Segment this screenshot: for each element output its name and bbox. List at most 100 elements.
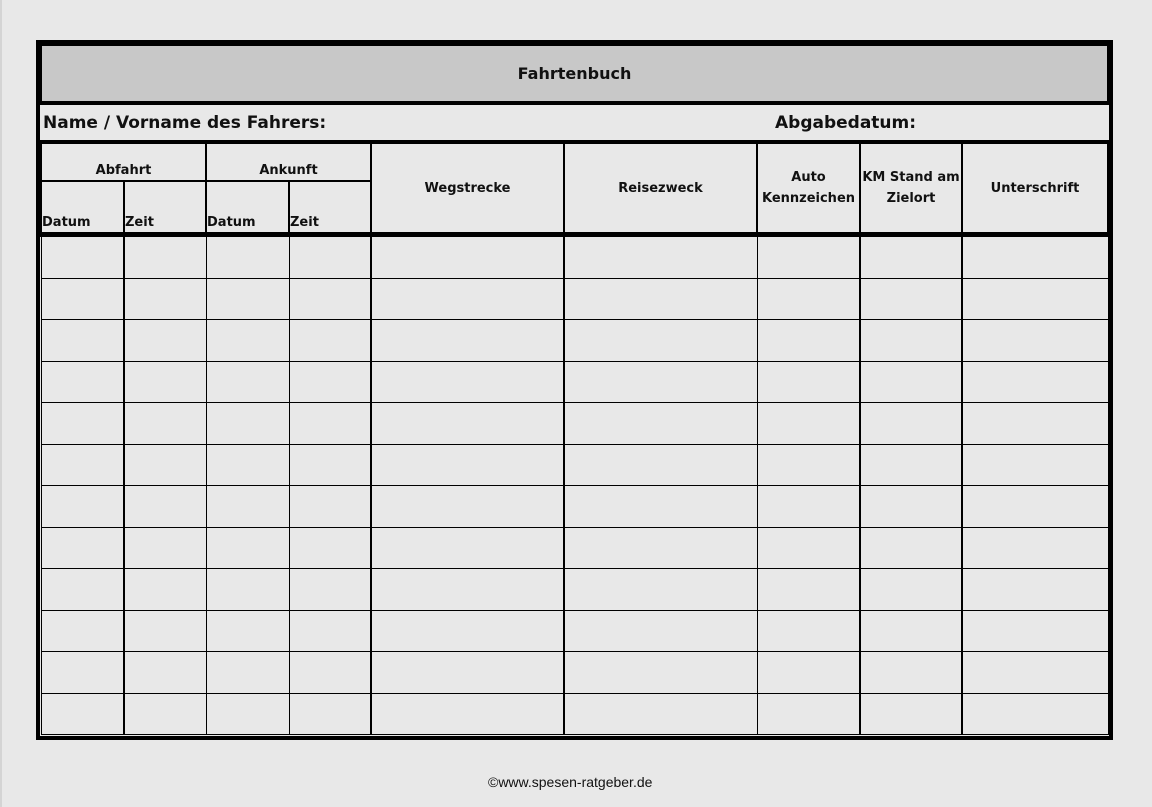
entry-cell[interactable] xyxy=(859,692,963,735)
entry-cell[interactable] xyxy=(961,360,1109,403)
entry-cell[interactable] xyxy=(123,234,207,279)
entry-cell[interactable] xyxy=(756,319,861,362)
entry-cell[interactable] xyxy=(756,692,861,735)
entry-cell[interactable] xyxy=(123,402,207,445)
entry-cell[interactable] xyxy=(205,609,290,652)
entry-cell[interactable] xyxy=(961,692,1109,735)
entry-cell[interactable] xyxy=(563,234,758,279)
entry-cell[interactable] xyxy=(123,485,207,528)
entry-cell[interactable] xyxy=(756,609,861,652)
entry-cell[interactable] xyxy=(205,485,290,528)
entry-cell[interactable] xyxy=(961,651,1109,694)
entry-cell[interactable] xyxy=(205,568,290,611)
entry-cell[interactable] xyxy=(123,609,207,652)
entry-cell[interactable] xyxy=(205,277,290,320)
entry-cell[interactable] xyxy=(859,319,963,362)
entry-cell[interactable] xyxy=(288,485,372,528)
entry-cell[interactable] xyxy=(40,234,125,279)
entry-cell[interactable] xyxy=(563,360,758,403)
entry-cell[interactable] xyxy=(859,651,963,694)
entry-cell[interactable] xyxy=(123,443,207,486)
entry-cell[interactable] xyxy=(563,692,758,735)
entry-cell[interactable] xyxy=(756,277,861,320)
entry-cell[interactable] xyxy=(123,568,207,611)
entry-cell[interactable] xyxy=(859,609,963,652)
entry-cell[interactable] xyxy=(370,234,565,279)
entry-cell[interactable] xyxy=(859,360,963,403)
entry-cell[interactable] xyxy=(288,234,372,279)
entry-cell[interactable] xyxy=(205,651,290,694)
entry-cell[interactable] xyxy=(563,568,758,611)
entry-cell[interactable] xyxy=(756,526,861,569)
entry-cell[interactable] xyxy=(961,277,1109,320)
entry-cell[interactable] xyxy=(205,360,290,403)
entry-cell[interactable] xyxy=(40,402,125,445)
entry-cell[interactable] xyxy=(859,277,963,320)
entry-cell[interactable] xyxy=(859,526,963,569)
entry-cell[interactable] xyxy=(756,234,861,279)
entry-cell[interactable] xyxy=(40,526,125,569)
entry-cell[interactable] xyxy=(961,443,1109,486)
entry-cell[interactable] xyxy=(370,526,565,569)
entry-cell[interactable] xyxy=(756,443,861,486)
entry-cell[interactable] xyxy=(288,319,372,362)
entry-cell[interactable] xyxy=(370,609,565,652)
entry-cell[interactable] xyxy=(859,485,963,528)
entry-cell[interactable] xyxy=(756,360,861,403)
entry-cell[interactable] xyxy=(40,277,125,320)
entry-cell[interactable] xyxy=(288,443,372,486)
entry-cell[interactable] xyxy=(123,277,207,320)
entry-cell[interactable] xyxy=(370,692,565,735)
entry-cell[interactable] xyxy=(961,568,1109,611)
entry-cell[interactable] xyxy=(288,526,372,569)
entry-cell[interactable] xyxy=(288,402,372,445)
entry-cell[interactable] xyxy=(40,692,125,735)
entry-cell[interactable] xyxy=(370,360,565,403)
entry-cell[interactable] xyxy=(563,485,758,528)
entry-cell[interactable] xyxy=(123,651,207,694)
entry-cell[interactable] xyxy=(859,234,963,279)
entry-cell[interactable] xyxy=(563,277,758,320)
entry-cell[interactable] xyxy=(205,526,290,569)
entry-cell[interactable] xyxy=(288,360,372,403)
entry-cell[interactable] xyxy=(961,485,1109,528)
entry-cell[interactable] xyxy=(370,402,565,445)
entry-cell[interactable] xyxy=(370,651,565,694)
entry-cell[interactable] xyxy=(40,319,125,362)
entry-cell[interactable] xyxy=(288,609,372,652)
entry-cell[interactable] xyxy=(370,277,565,320)
entry-cell[interactable] xyxy=(563,402,758,445)
entry-cell[interactable] xyxy=(563,443,758,486)
entry-cell[interactable] xyxy=(123,692,207,735)
entry-cell[interactable] xyxy=(756,485,861,528)
entry-cell[interactable] xyxy=(40,360,125,403)
entry-cell[interactable] xyxy=(563,319,758,362)
entry-cell[interactable] xyxy=(40,609,125,652)
entry-cell[interactable] xyxy=(40,485,125,528)
entry-cell[interactable] xyxy=(288,568,372,611)
entry-cell[interactable] xyxy=(123,319,207,362)
entry-cell[interactable] xyxy=(961,609,1109,652)
entry-cell[interactable] xyxy=(961,526,1109,569)
entry-cell[interactable] xyxy=(563,651,758,694)
entry-cell[interactable] xyxy=(961,319,1109,362)
entry-cell[interactable] xyxy=(859,443,963,486)
entry-cell[interactable] xyxy=(205,319,290,362)
entry-cell[interactable] xyxy=(205,402,290,445)
entry-cell[interactable] xyxy=(859,402,963,445)
entry-cell[interactable] xyxy=(123,526,207,569)
entry-cell[interactable] xyxy=(370,485,565,528)
entry-cell[interactable] xyxy=(205,443,290,486)
entry-cell[interactable] xyxy=(563,526,758,569)
entry-cell[interactable] xyxy=(370,319,565,362)
entry-cell[interactable] xyxy=(563,609,758,652)
entry-cell[interactable] xyxy=(961,234,1109,279)
entry-cell[interactable] xyxy=(288,277,372,320)
entry-cell[interactable] xyxy=(288,651,372,694)
entry-cell[interactable] xyxy=(123,360,207,403)
entry-cell[interactable] xyxy=(205,692,290,735)
entry-cell[interactable] xyxy=(756,651,861,694)
entry-cell[interactable] xyxy=(370,443,565,486)
entry-cell[interactable] xyxy=(205,234,290,279)
entry-cell[interactable] xyxy=(288,692,372,735)
